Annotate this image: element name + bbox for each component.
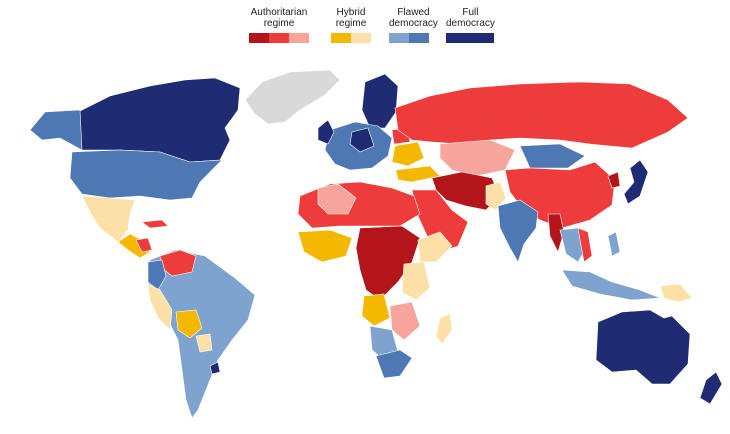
turkey <box>395 165 441 183</box>
world-map <box>29 69 723 419</box>
iran-afghanistan <box>431 171 501 211</box>
canada <box>77 77 241 163</box>
australia <box>595 309 691 385</box>
legend-full-swatches <box>446 33 495 43</box>
south-africa <box>375 349 413 379</box>
legend-flawed-swatches <box>389 33 438 43</box>
india <box>497 199 539 263</box>
legend-hybrid-swatches <box>331 33 371 43</box>
united-states <box>69 149 223 201</box>
kazakhstan <box>439 139 516 177</box>
madagascar <box>435 313 453 345</box>
legend-flawed: Flawed democracy <box>389 5 438 43</box>
swatch-authoritarian-mid <box>269 33 289 43</box>
paraguay <box>195 333 213 353</box>
peru <box>147 283 173 331</box>
mexico <box>81 195 136 243</box>
east-africa <box>401 261 431 301</box>
legend-authoritarian: Authoritarian regime <box>249 5 309 43</box>
swatch-flawed-light <box>389 33 409 43</box>
vietnam <box>577 227 593 263</box>
legend-hybrid-label: Hybrid regime <box>335 7 367 29</box>
swatch-authoritarian-dark <box>249 33 269 43</box>
legend-full: Full democracy <box>446 5 495 43</box>
nicaragua <box>135 237 153 253</box>
west-africa <box>297 229 353 263</box>
cuba <box>141 219 169 229</box>
north-africa <box>297 181 421 229</box>
uruguay <box>209 361 221 375</box>
legend-flawed-label: Flawed democracy <box>389 7 438 29</box>
indonesia <box>561 269 661 301</box>
morocco-algeria <box>317 183 357 215</box>
colombia <box>147 259 167 291</box>
alaska <box>29 109 83 151</box>
central-africa <box>355 225 421 301</box>
new-zealand <box>699 371 723 405</box>
germany-central <box>349 127 375 153</box>
pakistan <box>485 181 507 211</box>
legend-full-label: Full democracy <box>446 7 495 29</box>
legend-authoritarian-swatches <box>249 33 309 43</box>
papua-new-guinea <box>659 283 693 303</box>
myanmar <box>547 213 565 253</box>
uk-ireland <box>317 119 335 145</box>
legend-hybrid: Hybrid regime <box>331 5 371 43</box>
angola <box>361 293 391 327</box>
map-legend: Authoritarian regime Hybrid regime Flawe… <box>0 0 730 44</box>
greenland <box>244 69 341 125</box>
arabia <box>411 189 469 253</box>
mongolia <box>519 143 586 169</box>
swatch-hybrid-dark <box>331 33 351 43</box>
japan <box>623 159 649 205</box>
ukraine-balkans <box>391 141 425 167</box>
swatch-hybrid-light <box>351 33 371 43</box>
philippines <box>607 231 621 257</box>
swatch-full <box>446 33 494 43</box>
swatch-flawed-dark <box>409 33 429 43</box>
north-korea <box>607 171 621 189</box>
mozambique-region <box>389 301 421 341</box>
swatch-authoritarian-light <box>289 33 309 43</box>
ethiopia-somalia <box>417 231 453 263</box>
scandinavia <box>361 73 399 129</box>
bolivia <box>175 309 203 339</box>
russia <box>394 81 689 149</box>
legend-authoritarian-label: Authoritarian regime <box>250 7 308 29</box>
